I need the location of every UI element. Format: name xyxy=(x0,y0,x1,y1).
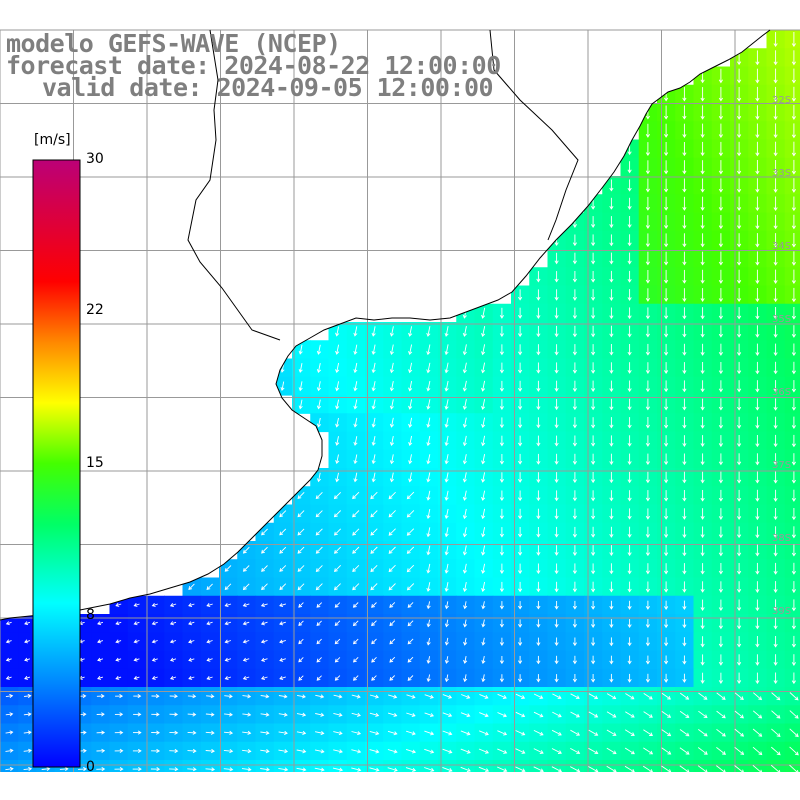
model-title: modelo GEFS-WAVE (NCEP) xyxy=(6,29,341,58)
lat-lon-grid xyxy=(0,29,800,772)
colorbar-unit: [m/s] xyxy=(34,132,71,148)
wind-arrows xyxy=(5,32,799,772)
lat-label: 36S xyxy=(772,387,792,398)
valid-date: valid date: 2024-09-05 12:00:00 xyxy=(42,73,494,102)
lat-label: 38S xyxy=(772,533,792,544)
coastline xyxy=(0,29,771,621)
colorbar-tick-22: 22 xyxy=(86,302,104,318)
lat-label: 32S xyxy=(772,95,792,106)
colorbar-tick-8: 8 xyxy=(86,607,95,623)
lat-label: 34S xyxy=(772,241,792,252)
forecast-date: forecast date: 2024-08-22 12:00:00 xyxy=(6,51,501,80)
colorbar-tick-0: 0 xyxy=(86,759,95,775)
colorbar-tick-15: 15 xyxy=(86,455,104,471)
lat-label: 39S xyxy=(772,606,792,617)
colorbar-tick-30: 30 xyxy=(86,151,104,167)
lat-label: 33S xyxy=(772,168,792,179)
colorbar xyxy=(32,159,81,768)
lat-label: 37S xyxy=(772,460,792,471)
lat-label: 35S xyxy=(772,314,792,325)
